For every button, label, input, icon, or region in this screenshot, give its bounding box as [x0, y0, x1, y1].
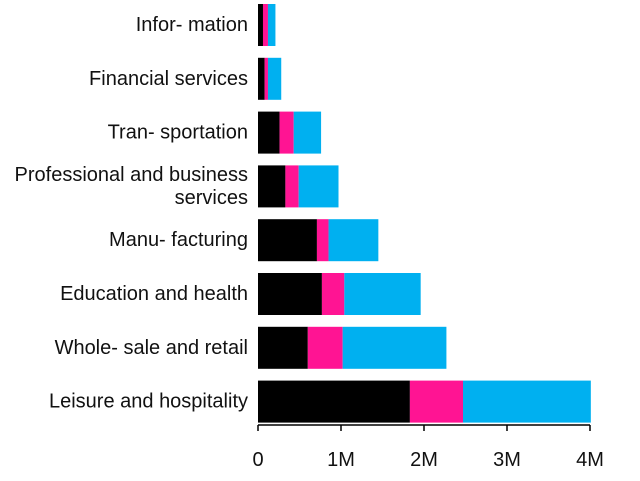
- x-tick-label: 2M: [410, 449, 438, 471]
- bar-series-3-row-2: [293, 111, 322, 154]
- bar-series-2-row-0: [262, 4, 268, 46]
- x-axis: 0 1M 2M 3M 4M: [252, 424, 604, 471]
- bar-series-3-row-7: [463, 380, 591, 423]
- bar-series-2-row-1: [264, 57, 268, 100]
- bar-series-1-row-6: [258, 326, 308, 369]
- bar-series-2-row-2: [279, 111, 294, 154]
- category-label: Whole- sale and retail: [55, 337, 248, 359]
- category-labels: Infor- mation Financial services Tran- spo…: [15, 14, 248, 413]
- bar-series-2-row-4: [316, 219, 329, 262]
- bar-series-2-row-6: [307, 326, 343, 369]
- category-label: Financial services: [89, 68, 248, 90]
- category-label: Tran- sportation: [108, 122, 248, 144]
- bar-series-3-row-6: [342, 326, 447, 369]
- x-tick-label: 4M: [576, 449, 604, 471]
- bar-series-1-row-1: [258, 57, 265, 100]
- bar-series-1-row-5: [258, 273, 322, 315]
- bar-series-3-row-4: [328, 219, 379, 262]
- bar-series-3-row-5: [344, 273, 421, 315]
- bar-series-1-row-7: [258, 380, 410, 423]
- category-label: Professional and business: [15, 164, 248, 186]
- bar-series-1-row-4: [258, 219, 317, 262]
- bar-series-2-row-7: [409, 380, 464, 423]
- bar-series-1-row-0: [258, 4, 263, 46]
- bar-series-2-row-5: [321, 273, 345, 315]
- category-label: Education and health: [60, 283, 248, 305]
- bar-series-3-row-3: [298, 165, 339, 208]
- category-label: Leisure and hospitality: [49, 391, 248, 413]
- bar-series-3-row-1: [267, 57, 282, 100]
- x-tick-label: 1M: [327, 449, 355, 471]
- category-label: services: [175, 187, 248, 209]
- bar-series-3-row-0: [267, 4, 276, 46]
- category-label: Manu- facturing: [109, 229, 248, 251]
- x-tick-label: 0: [252, 449, 263, 471]
- x-tick-label: 3M: [493, 449, 521, 471]
- bar-series-1-row-3: [258, 165, 286, 208]
- bar-series-2-row-3: [285, 165, 299, 208]
- bar-series-1-row-2: [258, 111, 280, 154]
- category-label: Infor- mation: [136, 14, 248, 36]
- bars-group: [258, 4, 591, 423]
